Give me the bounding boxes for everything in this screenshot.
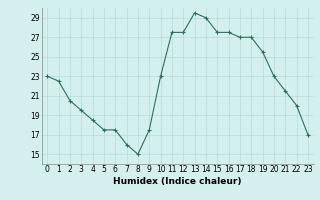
X-axis label: Humidex (Indice chaleur): Humidex (Indice chaleur) bbox=[113, 177, 242, 186]
